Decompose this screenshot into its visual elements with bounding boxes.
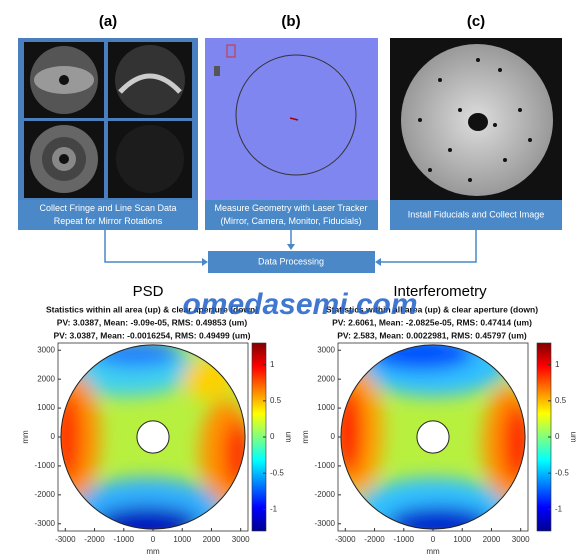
x-tick-label: 1000 bbox=[453, 535, 471, 544]
x-tick-label: 3000 bbox=[512, 535, 530, 544]
plot-title: Interferometry bbox=[393, 283, 487, 300]
stats-line: PV: 2.583, Mean: 0.0022981, RMS: 0.45797… bbox=[337, 330, 527, 340]
colorbar-tick-label: 0 bbox=[555, 432, 560, 441]
y-tick-label: 2000 bbox=[37, 374, 55, 383]
y-tick-label: 1000 bbox=[317, 403, 335, 412]
panel-c-caption-box bbox=[390, 200, 562, 230]
heat-blob bbox=[340, 384, 363, 478]
x-tick-label: 0 bbox=[431, 535, 436, 544]
x-tick-label: 2000 bbox=[203, 535, 221, 544]
y-tick-label: -3000 bbox=[315, 519, 336, 528]
process-box bbox=[208, 251, 375, 273]
y-axis-label: mm bbox=[301, 430, 310, 444]
x-axis-label: mm bbox=[426, 547, 440, 556]
x-tick-label: -2000 bbox=[84, 535, 105, 544]
heat-blob bbox=[182, 358, 235, 400]
process-label: Data Processing bbox=[258, 256, 324, 266]
y-axis-label: mm bbox=[21, 430, 30, 444]
panel-caption: Collect Fringe and Line Scan Data bbox=[39, 203, 176, 213]
colorbar-tick-label: 0.5 bbox=[270, 396, 282, 405]
panel-caption: Install Fiducials and Collect Image bbox=[408, 209, 545, 219]
x-tick-label: 2000 bbox=[483, 535, 501, 544]
colorbar-tick-label: 0 bbox=[270, 432, 275, 441]
colorbar-tick-label: -0.5 bbox=[555, 468, 569, 477]
stats-line: PV: 2.6061, Mean: -2.0825e-05, RMS: 0.47… bbox=[332, 317, 532, 327]
x-axis-label: mm bbox=[146, 547, 160, 556]
heat-blob bbox=[386, 506, 492, 530]
colorbar-tick-label: -1 bbox=[555, 504, 563, 513]
stats-line: PV: 3.0387, Mean: -9.09e-05, RMS: 0.4985… bbox=[57, 317, 248, 327]
y-tick-label: -3000 bbox=[35, 519, 56, 528]
center-hole bbox=[136, 420, 170, 454]
heat-blobs bbox=[60, 344, 246, 530]
y-tick-label: -2000 bbox=[315, 490, 336, 499]
panel-b-image bbox=[205, 38, 378, 200]
colorbar-tick-label: 1 bbox=[270, 360, 275, 369]
heat-blob bbox=[94, 506, 200, 530]
heat-blob bbox=[60, 390, 80, 484]
x-tick-label: 0 bbox=[151, 535, 156, 544]
panel-caption: (Mirror, Camera, Monitor, Fiducials) bbox=[220, 216, 361, 226]
y-tick-label: 1000 bbox=[37, 403, 55, 412]
x-tick-label: -1000 bbox=[394, 535, 415, 544]
x-tick-label: -2000 bbox=[364, 535, 385, 544]
stats-line: Statistics within all area (up) & clear … bbox=[46, 304, 258, 314]
y-tick-label: 0 bbox=[51, 432, 56, 441]
panel-c-image bbox=[390, 38, 562, 200]
arrow-heads bbox=[202, 244, 381, 266]
heat-blob bbox=[368, 344, 474, 371]
y-tick-label: -2000 bbox=[35, 490, 56, 499]
stats-line: Statistics within all area (up) & clear … bbox=[326, 304, 538, 314]
heat-blob bbox=[224, 419, 246, 490]
panel-label: (c) bbox=[467, 13, 485, 30]
panel-a-caption-box bbox=[18, 200, 198, 230]
stats-line: PV: 3.0387, Mean: -0.0016254, RMS: 0.494… bbox=[53, 330, 250, 340]
colorbar-label: um bbox=[569, 431, 576, 442]
y-tick-label: 2000 bbox=[317, 374, 335, 383]
colorbar-tick-label: 0.5 bbox=[555, 396, 567, 405]
x-tick-label: 1000 bbox=[173, 535, 191, 544]
panel-a-image bbox=[18, 38, 198, 200]
x-tick-label: 3000 bbox=[232, 535, 250, 544]
y-tick-label: 3000 bbox=[37, 345, 55, 354]
colorbar-tick-label: -1 bbox=[270, 504, 278, 513]
y-tick-label: -1000 bbox=[315, 461, 336, 470]
y-tick-label: -1000 bbox=[35, 461, 56, 470]
center-hole bbox=[416, 420, 450, 454]
x-tick-label: -1000 bbox=[114, 535, 135, 544]
colorbar-tick-label: 1 bbox=[555, 360, 560, 369]
heatmap bbox=[60, 344, 246, 530]
watermark: omedasemi.com bbox=[182, 288, 417, 321]
x-tick-label: -3000 bbox=[55, 535, 76, 544]
flow-arrows bbox=[104, 230, 477, 263]
x-tick-label: -3000 bbox=[335, 535, 356, 544]
y-tick-label: 3000 bbox=[317, 345, 335, 354]
panel-caption: Measure Geometry with Laser Tracker bbox=[214, 203, 367, 213]
colorbar-tick-label: -0.5 bbox=[270, 468, 284, 477]
panel-caption: Repeat for Mirror Rotations bbox=[54, 216, 163, 226]
panel-b-caption-box bbox=[205, 200, 378, 230]
panel-label: (a) bbox=[99, 13, 117, 30]
plot-title: PSD bbox=[133, 283, 164, 300]
panel-label: (b) bbox=[281, 13, 300, 30]
colorbar-label: um bbox=[284, 431, 293, 442]
y-tick-label: 0 bbox=[331, 432, 336, 441]
